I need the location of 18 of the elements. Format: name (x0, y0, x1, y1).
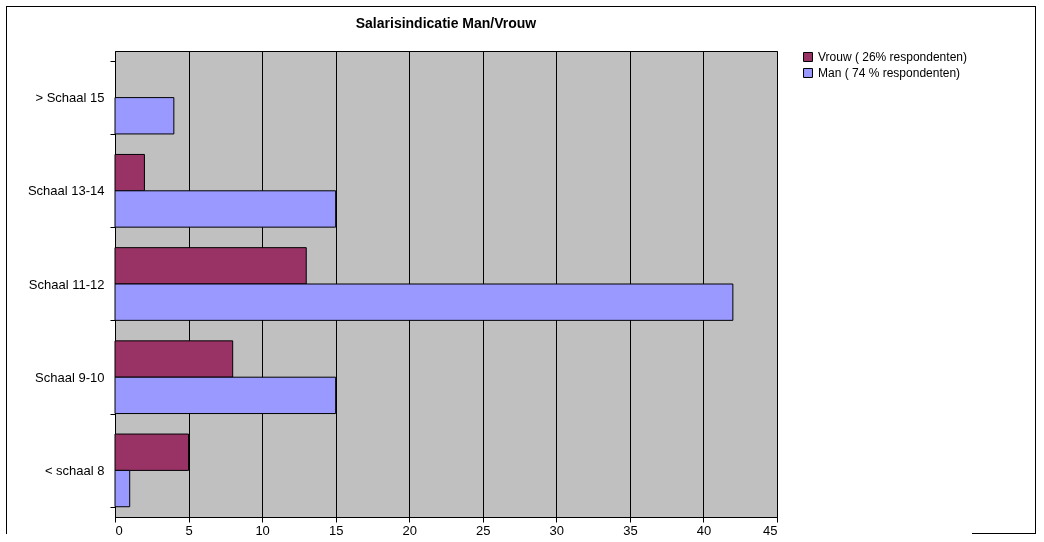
x-tick-label: 35 (623, 522, 638, 538)
x-tick-label: 45 (763, 522, 778, 538)
chart-title: Salarisindicatie Man/Vrouw (355, 15, 537, 31)
y-tick-label: Schaal 9-10 (35, 369, 105, 385)
y-tick-label: > Schaal 15 (35, 90, 105, 106)
x-tick-label: 0 (115, 522, 123, 538)
y-tick-label: Schaal 13-14 (27, 183, 105, 199)
y-tick-label: Schaal 11-12 (28, 276, 105, 292)
x-tick-label: 25 (476, 522, 491, 538)
x-tick-label: 15 (328, 522, 344, 538)
legend-label: Man ( 74 % respondenten) (818, 66, 961, 80)
x-tick-label: 10 (255, 522, 270, 538)
x-tick-label: 5 (185, 522, 193, 538)
legend-label: Vrouw ( 26% respondenten) (818, 50, 967, 64)
x-tick-label: 20 (402, 522, 417, 538)
x-tick-label: 40 (696, 522, 712, 538)
y-tick-label: < schaal 8 (44, 462, 105, 478)
x-tick-label: 30 (549, 522, 565, 538)
